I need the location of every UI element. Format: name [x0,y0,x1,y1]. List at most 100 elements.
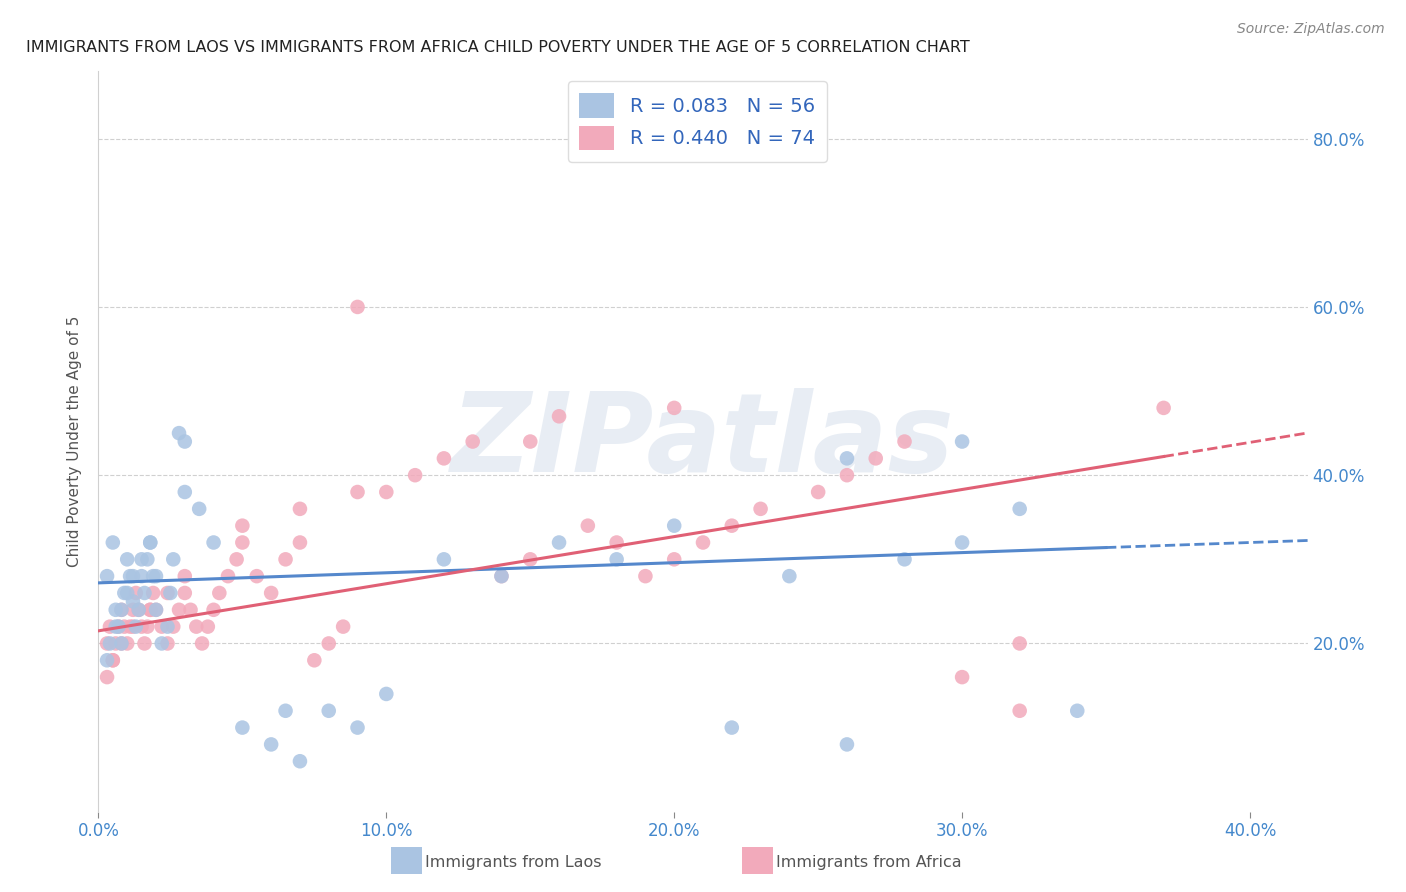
Point [950,434,973,449]
Point [104,603,127,617]
Point [318,636,340,650]
Point [173,586,195,600]
Point [156,619,179,633]
Point [150,636,173,650]
Point [202,535,225,549]
Point [807,485,830,500]
Point [288,501,311,516]
Point [139,535,162,549]
Point [217,569,239,583]
Point [835,738,858,752]
Text: Immigrants from Africa: Immigrants from Africa [776,855,962,870]
Point [156,636,179,650]
Point [145,603,167,617]
Point [136,619,159,633]
Point [461,434,484,449]
Point [107,619,129,633]
Y-axis label: Child Poverty Under the Age of 5: Child Poverty Under the Age of 5 [67,316,83,567]
Point [134,586,156,600]
Point [139,535,162,549]
Point [893,552,915,566]
Point [664,552,686,566]
Point [112,586,135,600]
Point [159,586,181,600]
Point [288,535,311,549]
Point [664,401,686,415]
Point [893,434,915,449]
Point [304,653,326,667]
Point [128,603,150,617]
Text: Immigrants from Laos: Immigrants from Laos [425,855,602,870]
Point [186,619,208,633]
Point [107,619,129,633]
Text: IMMIGRANTS FROM LAOS VS IMMIGRANTS FROM AFRICA CHILD POVERTY UNDER THE AGE OF 5 : IMMIGRANTS FROM LAOS VS IMMIGRANTS FROM … [25,40,970,55]
Point [260,738,283,752]
Point [519,434,541,449]
Point [120,569,142,583]
Point [145,603,167,617]
Point [433,552,456,566]
Point [122,619,145,633]
Point [134,636,156,650]
Point [173,434,195,449]
Point [131,552,153,566]
Point [260,586,283,600]
Point [101,653,124,667]
Point [491,569,513,583]
Point [197,619,219,633]
Point [162,552,184,566]
Point [346,300,368,314]
Point [1008,636,1031,650]
Point [173,485,195,500]
Point [664,518,686,533]
Point [96,569,118,583]
Legend: R = 0.083   N = 56, R = 0.440   N = 74: R = 0.083 N = 56, R = 0.440 N = 74 [568,81,827,162]
Point [167,603,190,617]
Point [98,619,121,633]
Point [274,704,297,718]
Point [835,451,858,466]
Point [404,468,426,483]
Point [332,619,354,633]
Point [167,426,190,441]
Point [122,603,145,617]
Point [288,754,311,768]
Point [274,552,297,566]
Point [865,451,887,466]
Point [131,569,153,583]
Text: Source: ZipAtlas.com: Source: ZipAtlas.com [1237,22,1385,37]
Point [1008,704,1031,718]
Point [950,670,973,684]
Point [1153,401,1175,415]
Point [139,603,162,617]
Point [110,603,132,617]
Point [548,409,571,424]
Point [950,535,973,549]
Point [606,535,628,549]
Point [150,619,173,633]
Point [634,569,657,583]
Point [98,636,121,650]
Point [96,653,118,667]
Point [231,518,253,533]
Point [346,485,368,500]
Point [145,569,167,583]
Point [101,535,124,549]
Point [110,636,132,650]
Point [208,586,231,600]
Point [115,552,138,566]
Point [720,518,742,533]
Point [231,721,253,735]
Point [318,704,340,718]
Point [191,636,214,650]
Point [115,636,138,650]
Point [202,603,225,617]
Point [231,535,253,549]
Point [346,721,368,735]
Point [835,468,858,483]
Point [375,485,398,500]
Point [519,552,541,566]
Point [139,603,162,617]
Point [156,586,179,600]
Point [104,636,127,650]
